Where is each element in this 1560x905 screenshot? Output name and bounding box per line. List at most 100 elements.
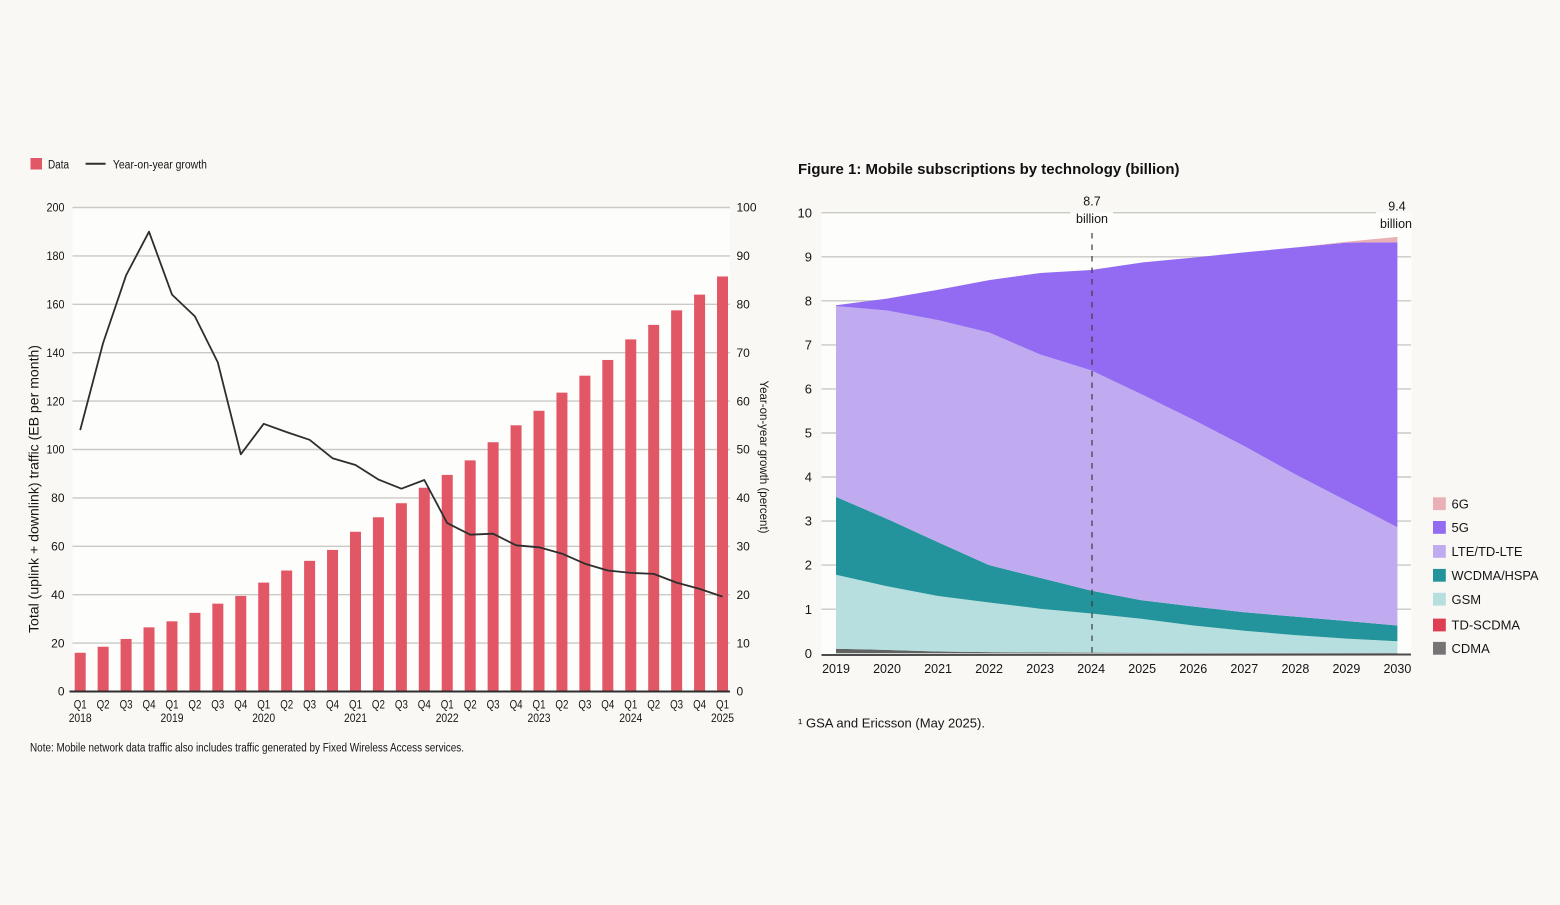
svg-text:2024: 2024 xyxy=(619,713,643,725)
svg-text:Q1: Q1 xyxy=(624,700,637,712)
svg-text:0: 0 xyxy=(805,646,812,661)
svg-text:Q1: Q1 xyxy=(533,700,546,712)
svg-text:Year-on-year growth: Year-on-year growth xyxy=(113,160,207,172)
svg-text:Q3: Q3 xyxy=(211,700,224,712)
svg-text:billion: billion xyxy=(1076,212,1108,226)
svg-text:Q3: Q3 xyxy=(120,700,133,712)
svg-text:2022: 2022 xyxy=(436,713,459,725)
svg-text:2020: 2020 xyxy=(252,713,275,725)
svg-text:Q4: Q4 xyxy=(143,700,157,712)
svg-text:Q2: Q2 xyxy=(97,700,110,712)
svg-text:2030: 2030 xyxy=(1383,662,1411,676)
svg-text:2028: 2028 xyxy=(1281,662,1309,676)
svg-text:60: 60 xyxy=(737,394,751,408)
svg-text:Q2: Q2 xyxy=(372,700,385,712)
svg-text:2023: 2023 xyxy=(1026,662,1054,676)
svg-text:2025: 2025 xyxy=(711,713,734,725)
svg-text:6G: 6G xyxy=(1452,496,1469,511)
svg-text:20: 20 xyxy=(51,636,65,650)
svg-text:CDMA: CDMA xyxy=(1452,641,1491,656)
svg-text:5G: 5G xyxy=(1452,520,1469,535)
svg-text:Q2: Q2 xyxy=(647,700,660,712)
svg-text:0: 0 xyxy=(58,685,65,699)
svg-text:2026: 2026 xyxy=(1179,662,1207,676)
svg-text:50: 50 xyxy=(737,443,751,457)
svg-text:Q1: Q1 xyxy=(257,700,270,712)
svg-text:0: 0 xyxy=(737,685,744,699)
svg-text:9.4: 9.4 xyxy=(1388,200,1405,214)
svg-text:Q4: Q4 xyxy=(234,700,248,712)
svg-text:80: 80 xyxy=(51,491,65,505)
svg-text:Q2: Q2 xyxy=(188,700,201,712)
svg-text:Total (uplink + downlink) traf: Total (uplink + downlink) traffic (EB pe… xyxy=(27,345,42,633)
svg-text:Q1: Q1 xyxy=(349,700,362,712)
svg-text:Year-on-year growth (percent): Year-on-year growth (percent) xyxy=(757,381,769,534)
svg-text:120: 120 xyxy=(47,394,65,408)
svg-text:Q2: Q2 xyxy=(280,700,293,712)
svg-text:2024: 2024 xyxy=(1077,662,1105,676)
svg-text:TD-SCDMA: TD-SCDMA xyxy=(1452,618,1521,633)
svg-text:70: 70 xyxy=(737,346,751,360)
svg-text:2025: 2025 xyxy=(1128,662,1156,676)
svg-text:Q4: Q4 xyxy=(418,700,432,712)
svg-text:2018: 2018 xyxy=(69,713,92,725)
svg-text:5: 5 xyxy=(805,426,812,441)
svg-text:60: 60 xyxy=(51,540,65,554)
svg-text:40: 40 xyxy=(51,588,65,602)
svg-text:8.7: 8.7 xyxy=(1083,195,1100,209)
svg-text:LTE/TD-LTE: LTE/TD-LTE xyxy=(1452,544,1523,559)
svg-text:2019: 2019 xyxy=(161,713,184,725)
svg-text:100: 100 xyxy=(47,443,65,457)
svg-text:Q4: Q4 xyxy=(693,700,707,712)
svg-text:2020: 2020 xyxy=(873,662,901,676)
svg-text:Data: Data xyxy=(48,160,70,172)
svg-text:Q2: Q2 xyxy=(464,700,477,712)
svg-text:Q2: Q2 xyxy=(555,700,568,712)
svg-text:20: 20 xyxy=(737,588,751,602)
svg-text:Q1: Q1 xyxy=(441,700,454,712)
svg-text:3: 3 xyxy=(805,514,812,529)
svg-text:Q4: Q4 xyxy=(326,700,340,712)
svg-text:Q3: Q3 xyxy=(487,700,500,712)
svg-text:4: 4 xyxy=(805,470,812,485)
svg-text:40: 40 xyxy=(737,491,751,505)
svg-text:Q3: Q3 xyxy=(578,700,591,712)
svg-text:2019: 2019 xyxy=(822,662,850,676)
svg-text:WCDMA/HSPA: WCDMA/HSPA xyxy=(1452,568,1539,583)
svg-text:100: 100 xyxy=(737,201,757,215)
svg-text:2021: 2021 xyxy=(924,662,952,676)
svg-text:Q1: Q1 xyxy=(166,700,179,712)
svg-text:180: 180 xyxy=(47,249,65,263)
svg-text:Figure 1: Mobile subscriptions: Figure 1: Mobile subscriptions by techno… xyxy=(798,161,1180,178)
svg-text:6: 6 xyxy=(805,382,812,397)
svg-text:Note: Mobile network data traf: Note: Mobile network data traffic also i… xyxy=(30,742,464,754)
svg-text:160: 160 xyxy=(47,298,65,312)
svg-text:¹ GSA and Ericsson (May 2025).: ¹ GSA and Ericsson (May 2025). xyxy=(798,717,985,731)
svg-text:7: 7 xyxy=(805,338,812,353)
svg-text:8: 8 xyxy=(805,293,812,308)
svg-text:30: 30 xyxy=(737,540,751,554)
svg-text:10: 10 xyxy=(798,205,812,220)
svg-text:2: 2 xyxy=(805,558,812,573)
svg-text:200: 200 xyxy=(47,201,65,215)
svg-text:80: 80 xyxy=(737,298,751,312)
svg-text:Q4: Q4 xyxy=(601,700,615,712)
svg-text:Q1: Q1 xyxy=(716,700,729,712)
svg-text:Q3: Q3 xyxy=(303,700,316,712)
svg-text:Q3: Q3 xyxy=(395,700,408,712)
svg-text:2029: 2029 xyxy=(1332,662,1360,676)
svg-text:GSM: GSM xyxy=(1452,592,1482,607)
svg-text:140: 140 xyxy=(47,346,65,360)
svg-text:2021: 2021 xyxy=(344,713,367,725)
svg-text:Q1: Q1 xyxy=(74,700,87,712)
svg-text:2022: 2022 xyxy=(975,662,1003,676)
svg-text:billion: billion xyxy=(1380,217,1412,231)
svg-text:2027: 2027 xyxy=(1230,662,1258,676)
svg-text:10: 10 xyxy=(737,636,751,650)
svg-text:Q4: Q4 xyxy=(510,700,524,712)
svg-text:Q3: Q3 xyxy=(670,700,683,712)
svg-text:2023: 2023 xyxy=(528,713,551,725)
svg-text:1: 1 xyxy=(805,602,812,617)
svg-text:9: 9 xyxy=(805,249,812,264)
svg-text:90: 90 xyxy=(737,249,751,263)
